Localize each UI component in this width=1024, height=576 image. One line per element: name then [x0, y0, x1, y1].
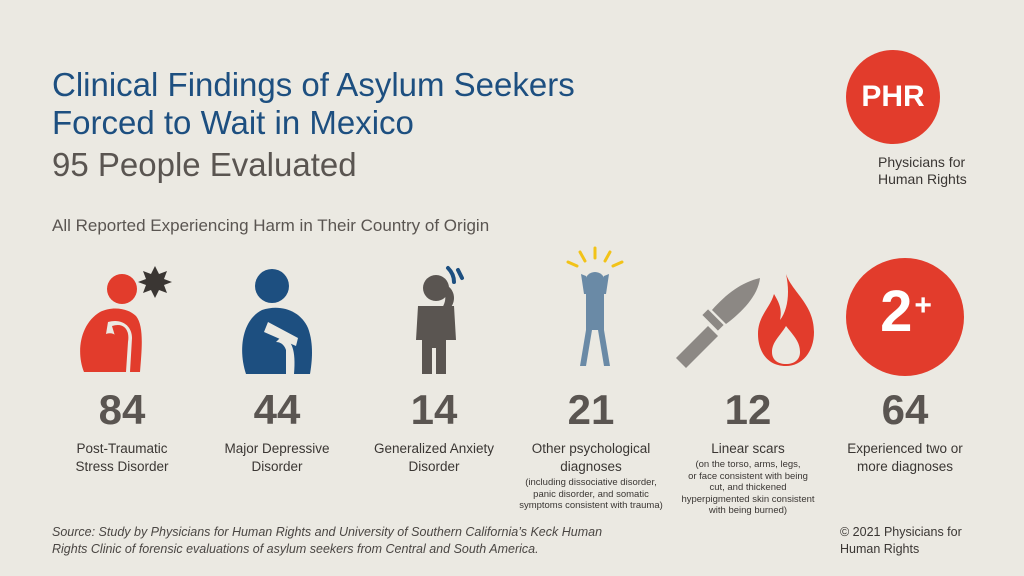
stat-note-line-3: symptoms consistent with trauma) — [519, 500, 663, 511]
stat-note-line-3: cut, and thickened — [709, 482, 787, 493]
stat-label-line-1: Major Depressive — [224, 441, 330, 456]
burst-icon — [138, 266, 172, 298]
title-line-1: Clinical Findings of Asylum Seekers — [52, 66, 575, 103]
organization-name-line-1: Physicians for — [878, 154, 966, 170]
stat-label-line-2: Disorder — [408, 459, 460, 474]
stat-note-line-4: hyperpigmented skin consistent — [681, 493, 815, 505]
copyright-notice: © 2021 Physicians for Human Rights — [840, 524, 1020, 558]
source-citation: Source: Study by Physicians for Human Ri… — [52, 524, 672, 558]
stat-note-line-1: (including dissociative disorder, — [525, 477, 657, 488]
organization-name-line-2: Human Rights — [878, 171, 967, 187]
stat-number: 84 — [98, 386, 146, 433]
lead-text: All Reported Experiencing Harm in Their … — [52, 216, 490, 235]
stat-multiple-diagnoses: 64 Experienced two or more diagnoses — [825, 388, 985, 476]
stat-label-line-1: Linear scars — [711, 441, 785, 456]
infographic-subtitle: 95 People Evaluated — [52, 146, 357, 183]
stat-label-line-2: Stress Disorder — [75, 459, 169, 474]
stat-depression: 44 Major Depressive Disorder — [197, 388, 357, 476]
stat-label: Other psychological diagnoses — [511, 440, 671, 476]
stat-other-diagnoses: 21 Other psychological diagnoses (includ… — [511, 388, 671, 512]
stat-label: Post-Traumatic Stress Disorder — [42, 440, 202, 476]
stat-note: (on the torso, arms, legs, or face consi… — [668, 459, 828, 517]
stat-label-line-1: Generalized Anxiety — [373, 441, 495, 456]
knife-icon — [676, 278, 760, 368]
infographic-title: Clinical Findings of Asylum Seekers Forc… — [52, 66, 575, 142]
stat-number: 12 — [724, 386, 772, 433]
stat-label-line-1: Experienced two or — [847, 441, 963, 456]
source-line-1: Source: Study by Physicians for Human Ri… — [52, 525, 603, 539]
stat-number: 21 — [567, 386, 615, 433]
huddled-figure-red-icon — [80, 266, 172, 372]
stat-number: 44 — [253, 386, 301, 433]
stressed-figure-icon — [566, 246, 624, 366]
stat-ptsd: 84 Post-Traumatic Stress Disorder — [42, 388, 202, 476]
stat-label-line-1: Other psychological — [531, 441, 651, 456]
stat-number: 14 — [410, 386, 458, 433]
stat-note: (including dissociative disorder, panic … — [511, 477, 671, 512]
badge-plus: + — [914, 289, 932, 322]
huddled-figure-blue-icon — [242, 269, 312, 374]
flame-icon — [758, 274, 814, 366]
stat-number: 64 — [881, 386, 929, 433]
anxious-figure-icon — [416, 266, 464, 374]
phr-logo-icon: PHR — [846, 50, 940, 144]
stat-label: Experienced two or more diagnoses — [825, 440, 985, 476]
stat-note-line-5: with being burned) — [708, 505, 788, 516]
stat-label: Major Depressive Disorder — [197, 440, 357, 476]
stat-anxiety: 14 Generalized Anxiety Disorder — [354, 388, 514, 476]
stat-label-line-2: diagnoses — [560, 459, 622, 474]
stat-label-line-2: more diagnoses — [856, 459, 954, 474]
organization-name: Physicians for Human Rights — [878, 154, 1008, 188]
copyright-line-2: Human Rights — [840, 542, 920, 556]
stat-note-line-2: panic disorder, and somatic — [533, 488, 649, 500]
badge-number: 2+ — [880, 279, 932, 344]
stat-label: Linear scars — [668, 440, 828, 458]
stat-label-line-1: Post-Traumatic — [76, 441, 168, 456]
stat-linear-scars: 12 Linear scars (on the torso, arms, leg… — [668, 388, 828, 517]
source-line-2: Rights Clinic of forensic evaluations of… — [52, 542, 539, 556]
copyright-line-1: © 2021 Physicians for — [840, 525, 962, 539]
title-line-2: Forced to Wait in Mexico — [52, 104, 414, 141]
stat-label-line-2: Disorder — [251, 459, 303, 474]
sparks-icon — [566, 246, 624, 268]
stat-note-line-2: or face consistent with being — [688, 470, 808, 482]
logo-mark: PHR — [861, 80, 925, 113]
stat-label: Generalized Anxiety Disorder — [354, 440, 514, 476]
stat-note-line-1: (on the torso, arms, legs, — [695, 459, 801, 470]
two-plus-badge-icon: 2+ — [846, 258, 964, 376]
